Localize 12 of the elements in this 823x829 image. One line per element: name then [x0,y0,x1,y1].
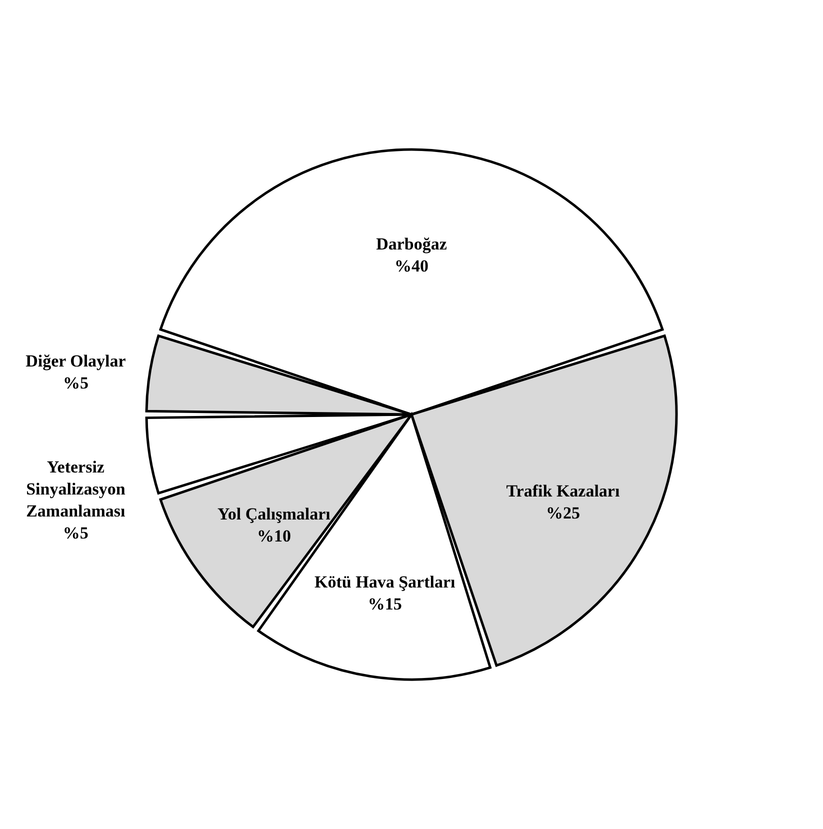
data-label: %10 [256,526,291,546]
slice-label: Diğer Olaylar [26,351,126,370]
data-label: %15 [368,594,402,614]
data-label: %40 [394,256,429,276]
slice-label: Darboğaz [376,234,448,254]
slice-label: Kötü Hava Şartları [314,572,456,592]
data-label: %5 [62,524,88,543]
data-label: %5 [62,373,88,392]
slice-label: Yol Çalışmaları [218,504,331,524]
data-label: %25 [546,504,580,523]
slice-label: Trafik Kazaları [506,482,620,501]
slice-label: Yetersiz Sinyalizasyon Zamanlaması [26,458,126,521]
